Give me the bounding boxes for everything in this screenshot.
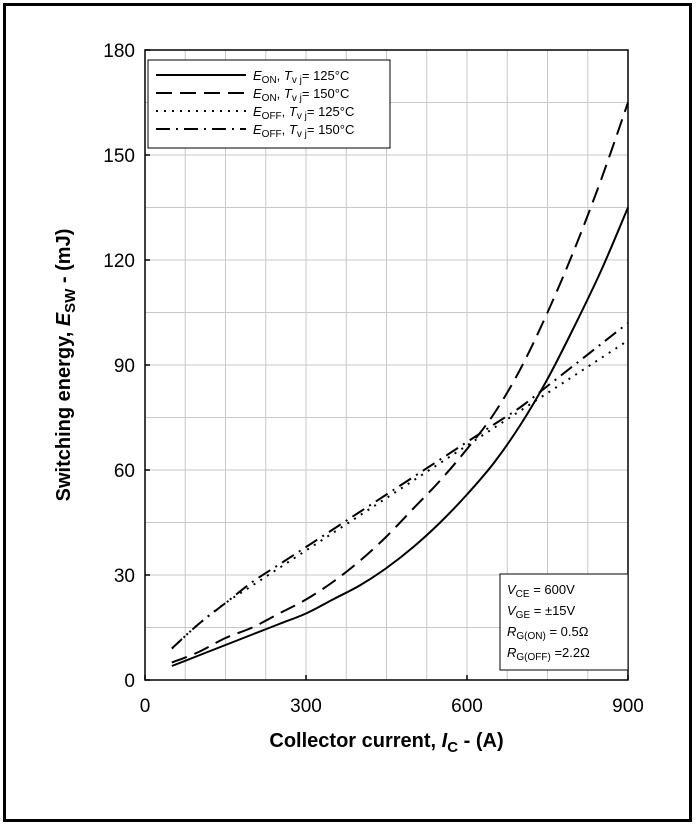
tick-labels: 0 300 600 900 0 30 60 90 120 150 180 bbox=[103, 41, 644, 717]
y-tick-label: 60 bbox=[114, 461, 135, 482]
series-line-on-125 bbox=[171, 207, 629, 667]
legend-entry: EOFF, Tv j= 150°C bbox=[253, 122, 354, 140]
y-axis-label: Switching energy, ESW - (mJ) bbox=[53, 229, 79, 502]
series-line-off-125 bbox=[171, 339, 629, 650]
test-conditions: VCE = 600V VGE = ±15V RG(ON) = 0.5Ω RG(OFF)… bbox=[499, 573, 629, 671]
x-tick-label: 300 bbox=[290, 696, 322, 717]
legend-entry: EOFF, Tv j= 125°C bbox=[253, 104, 354, 122]
series-line-off-150 bbox=[171, 322, 629, 650]
x-tick-label: 600 bbox=[451, 696, 483, 717]
y-tick-label: 30 bbox=[114, 566, 135, 587]
y-tick-label: 90 bbox=[114, 356, 135, 377]
x-tick-label: 0 bbox=[140, 696, 151, 717]
condition-line: RG(ON) = 0.5Ω bbox=[507, 624, 589, 642]
y-tick-label: 0 bbox=[124, 671, 135, 692]
condition-line: VCE = 600V bbox=[507, 582, 575, 600]
legend-entry: EON, Tv j= 150°C bbox=[253, 86, 349, 104]
y-tick-label: 150 bbox=[103, 146, 135, 167]
series-lines bbox=[171, 102, 629, 667]
y-tick-label: 180 bbox=[103, 41, 135, 62]
y-tick-label: 120 bbox=[103, 251, 135, 272]
series-line-on-150 bbox=[171, 102, 629, 664]
condition-line: VGE = ±15V bbox=[507, 603, 576, 621]
conditions-box bbox=[499, 573, 629, 671]
x-axis-label: Collector current, IC - (A) bbox=[269, 730, 503, 756]
x-tick-label: 900 bbox=[612, 696, 644, 717]
condition-line: RG(OFF) =2.2Ω bbox=[507, 645, 590, 663]
grid bbox=[145, 50, 628, 680]
legend-entry: EON, Tv j= 125°C bbox=[253, 68, 349, 86]
